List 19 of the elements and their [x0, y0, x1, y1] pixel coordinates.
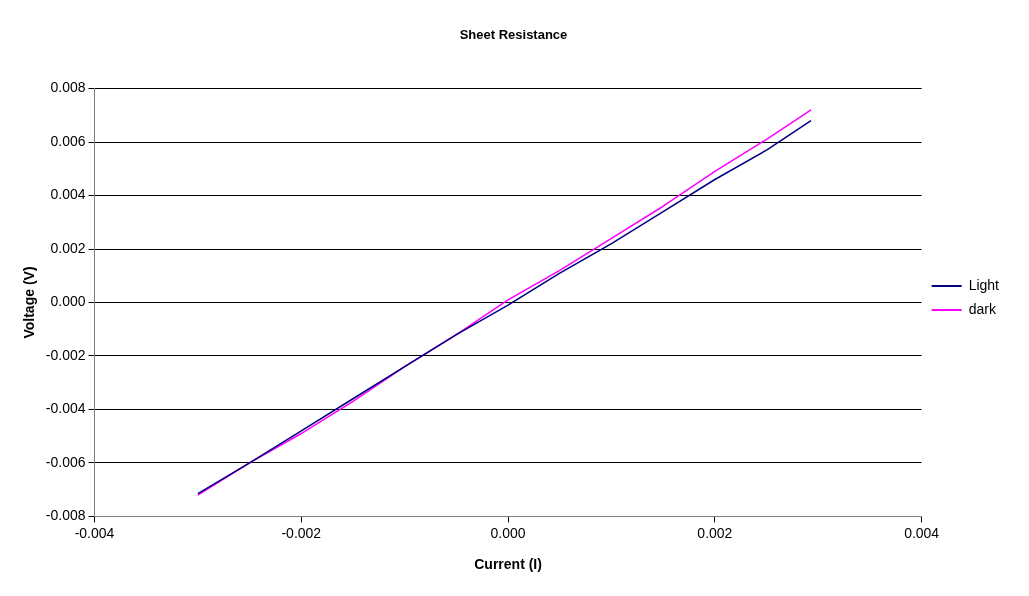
x-tick-label: 0.004 [904, 524, 940, 541]
y-tick-label: -0.008 [45, 507, 86, 524]
y-axis-title: Voltage (V) [21, 266, 38, 339]
x-tick-label: 0.000 [490, 524, 526, 541]
legend-label: dark [968, 300, 997, 317]
y-tick-label: 0.002 [50, 239, 86, 256]
x-tick-label: 0.002 [697, 524, 733, 541]
y-tick-label: 0.004 [50, 186, 86, 203]
y-tick-label: 0.000 [50, 293, 86, 310]
y-tick-label: -0.004 [45, 400, 86, 417]
y-tick-label: -0.006 [45, 453, 86, 470]
y-tick-label: 0.008 [50, 79, 86, 96]
x-tick-label: -0.002 [281, 524, 322, 541]
x-axis-title: Current (I) [474, 556, 542, 573]
legend-label: Light [968, 276, 1000, 293]
y-tick-label: 0.006 [50, 132, 86, 149]
chart-title: Sheet Resistance [459, 27, 568, 43]
y-tick-label: -0.002 [45, 346, 86, 363]
x-tick-label: -0.004 [74, 524, 115, 541]
